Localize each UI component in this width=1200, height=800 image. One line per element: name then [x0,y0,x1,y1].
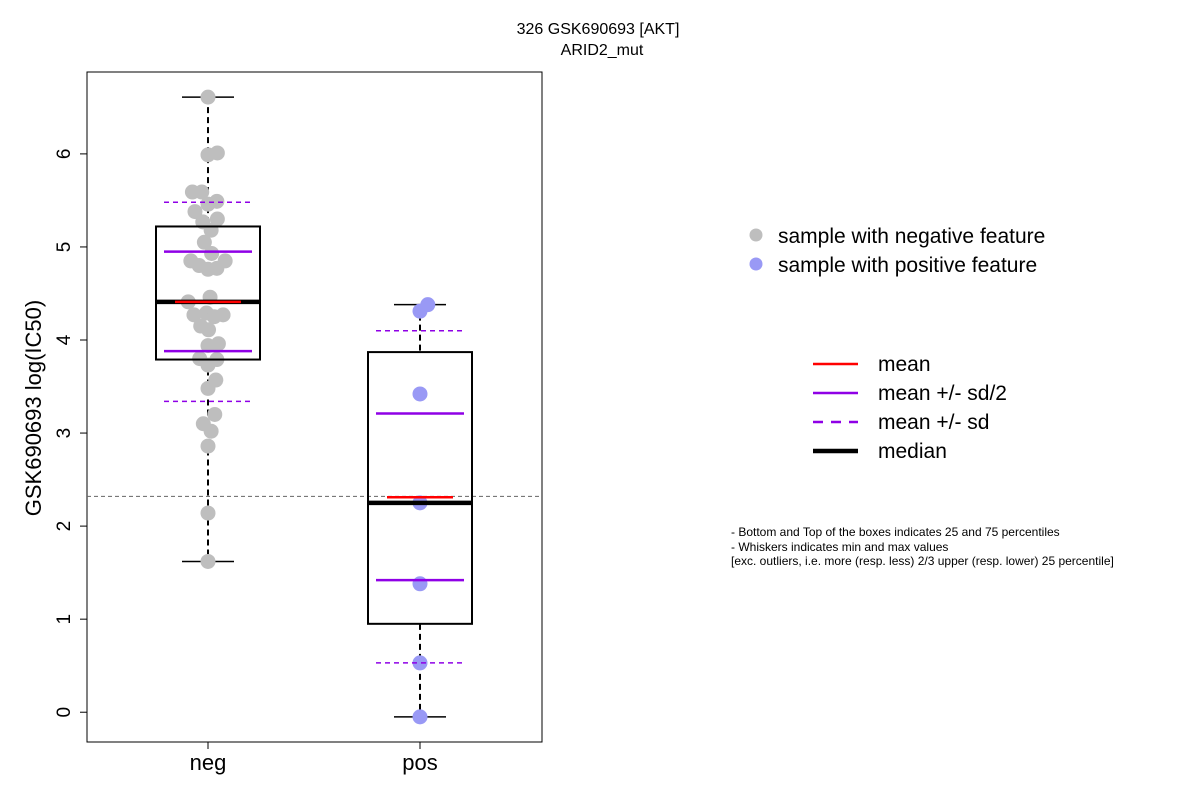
data-point [200,505,216,521]
y-tick-label: 6 [54,149,75,160]
data-point [186,307,202,323]
legend-line-label: mean [878,353,931,376]
data-point [209,145,225,161]
legend-line-label: mean +/- sd [878,411,989,434]
chart-title: 326 GSK690693 [AKT] [517,21,680,38]
plot-frame [86,71,543,743]
legend-line-label: mean +/- sd/2 [878,382,1007,405]
y-axis: 0 1 2 3 4 5 6 [54,149,87,718]
legend-point-marker [749,257,763,271]
y-tick-label: 3 [54,428,75,439]
y-tick-label: 1 [54,614,75,625]
data-point [203,423,219,439]
data-point [204,245,220,261]
data-point [200,553,216,569]
legend-lines: mean mean +/- sd/2 mean +/- sd median [813,353,1007,463]
legend-line-label: median [878,440,947,463]
data-point [207,406,223,422]
data-point [412,709,428,725]
x-tick-label: pos [402,750,437,775]
data-point [412,303,428,319]
data-point [209,211,225,227]
data-point [215,307,231,323]
data-point [187,204,203,220]
box-iqr [155,225,261,361]
note-line: [exc. outliers, i.e. more (resp. less) 2… [731,554,1114,568]
notes: - Bottom and Top of the boxes indicates … [731,525,1114,568]
y-tick-label: 2 [54,521,75,532]
data-point [201,322,217,338]
data-point [200,89,216,105]
group-neg [155,89,261,569]
data-point [217,253,233,269]
legend-point-label: sample with negative feature [778,225,1045,248]
x-axis: neg pos [190,742,438,775]
data-point [412,386,428,402]
y-axis-label: GSK690693 log(IC50) [21,300,46,516]
note-line: - Whiskers indicates min and max values [731,540,948,554]
legend-point-label: sample with positive feature [778,254,1037,277]
data-point [412,576,428,592]
chart-subtitle: ARID2_mut [561,42,644,59]
note-line: - Bottom and Top of the boxes indicates … [731,525,1060,539]
plot-area [86,71,543,743]
data-point [412,655,428,671]
legend-point-marker [749,228,763,242]
data-point [194,184,210,200]
group-pos [367,297,473,725]
data-point [210,336,226,352]
legend-points: sample with negative feature sample with … [749,225,1045,277]
box-iqr [367,351,473,625]
data-point [200,438,216,454]
y-tick-label: 5 [54,242,75,253]
data-point [200,196,216,212]
y-tick-label: 4 [54,334,75,345]
data-point [196,234,212,250]
data-point [200,380,216,396]
x-tick-label: neg [190,750,227,775]
y-tick-label: 0 [54,707,75,718]
